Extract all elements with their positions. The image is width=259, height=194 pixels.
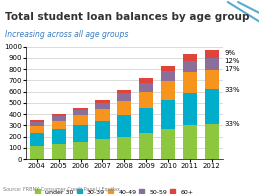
Bar [74,142,88,159]
Bar [95,139,110,159]
Bar [139,108,153,133]
Bar [139,78,153,83]
Bar [183,93,197,125]
Bar [52,121,66,129]
Bar [183,61,197,72]
Bar [139,92,153,108]
Bar [74,110,88,115]
Bar [74,108,88,110]
Bar [30,126,44,133]
Bar [161,129,175,159]
Bar [52,114,66,116]
Bar [183,125,197,159]
Bar [30,120,44,122]
Bar [52,144,66,159]
Bar [74,115,88,125]
Bar [205,89,219,124]
Bar [161,66,175,71]
Bar [95,121,110,139]
Bar [95,109,110,121]
Bar [205,50,219,58]
Bar [117,137,131,159]
Bar [117,115,131,137]
Text: Source: FRBNY Consumer Credit Panel / Equifax: Source: FRBNY Consumer Credit Panel / Eq… [3,187,119,192]
Bar [205,124,219,159]
Bar [74,125,88,142]
Bar [30,133,44,146]
Bar [117,90,131,93]
Bar [52,129,66,144]
Bar [95,103,110,109]
Bar [139,133,153,159]
Bar [183,72,197,93]
Bar [161,81,175,100]
Bar [183,54,197,61]
Bar [95,100,110,103]
Y-axis label: Billions of Dollars: Billions of Dollars [0,73,1,133]
Bar [52,116,66,121]
Bar [139,83,153,92]
Bar [30,122,44,126]
Bar [117,93,131,100]
Legend: under 30, 30-39, 40-49, 50-59, 60+: under 30, 30-39, 40-49, 50-59, 60+ [33,187,196,194]
Bar [161,100,175,129]
Bar [205,70,219,89]
Bar [30,146,44,159]
Text: Total student loan balances by age group: Total student loan balances by age group [5,12,250,22]
Bar [205,58,219,70]
Bar [117,100,131,115]
Bar [161,71,175,81]
Text: Increasing across all age groups: Increasing across all age groups [5,30,128,39]
